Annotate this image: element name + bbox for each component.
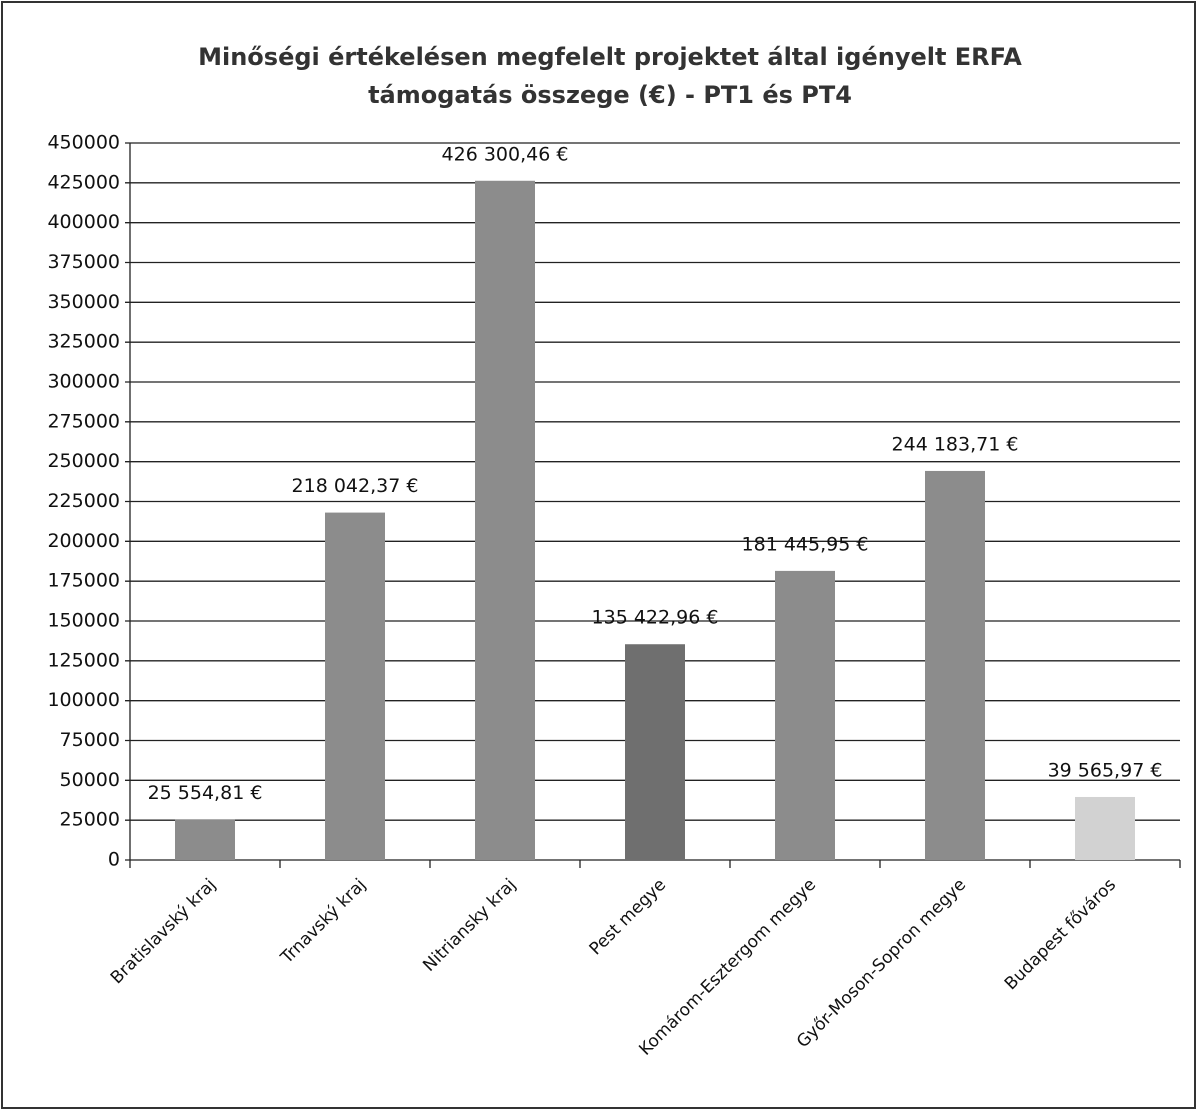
value-label: 39 565,97 € (1048, 759, 1163, 781)
value-label: 181 445,95 € (742, 533, 869, 555)
y-tick-label: 150000 (47, 610, 120, 632)
x-tick-label: Nitriansky kraj (419, 875, 520, 976)
y-tick-label: 125000 (47, 649, 120, 671)
y-tick-label: 200000 (47, 530, 120, 552)
y-tick-label: 100000 (47, 689, 120, 711)
bar (325, 512, 385, 860)
x-tick-label: Trnavský kraj (276, 875, 370, 969)
y-tick-label: 25000 (60, 809, 120, 831)
chart-title: Minőségi értékelésen megfelelt projektet… (198, 43, 1022, 71)
x-tick-label: Pest megye (586, 875, 670, 959)
y-tick-label: 250000 (47, 450, 120, 472)
value-label: 426 300,46 € (442, 143, 569, 165)
y-tick-label: 325000 (47, 331, 120, 353)
y-tick-label: 400000 (47, 211, 120, 233)
y-tick-label: 275000 (47, 410, 120, 432)
y-tick-label: 225000 (47, 490, 120, 512)
y-tick-label: 50000 (60, 769, 120, 791)
bar (925, 470, 985, 860)
chart-title: támogatás összege (€) - PT1 és PT4 (368, 81, 852, 109)
value-label: 244 183,71 € (892, 433, 1019, 455)
y-tick-label: 450000 (47, 132, 120, 154)
bar (625, 644, 685, 860)
bar (175, 819, 235, 860)
bar (475, 180, 535, 861)
y-tick-label: 300000 (47, 371, 120, 393)
bar (775, 570, 835, 860)
y-tick-label: 75000 (60, 729, 120, 751)
x-tick-label: Bratislavský kraj (107, 875, 220, 988)
x-tick-label: Győr-Moson-Sopron megye (793, 875, 970, 1052)
x-tick-label: Komárom-Esztergom megye (635, 875, 820, 1060)
y-tick-label: 175000 (47, 570, 120, 592)
y-tick-label: 0 (108, 849, 120, 871)
x-tick-label: Budapest főváros (1001, 875, 1120, 994)
y-tick-label: 425000 (47, 171, 120, 193)
bar (1075, 796, 1135, 860)
y-tick-label: 350000 (47, 291, 120, 313)
value-label: 218 042,37 € (292, 475, 419, 497)
y-tick-label: 375000 (47, 251, 120, 273)
value-label: 25 554,81 € (148, 782, 263, 804)
value-label: 135 422,96 € (592, 607, 719, 629)
